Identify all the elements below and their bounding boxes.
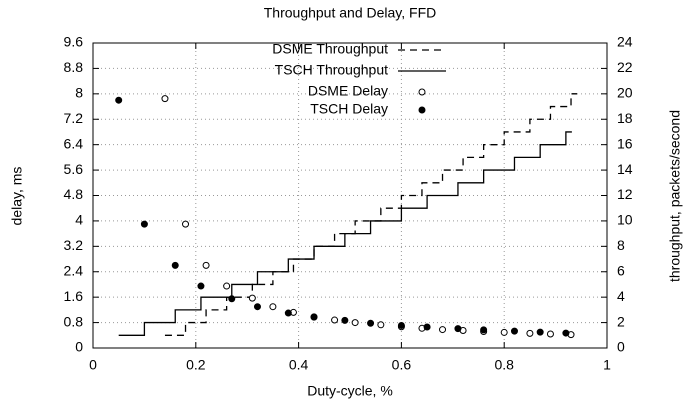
x-tick-label: 1 (603, 357, 611, 373)
y2-tick-label: 2 (617, 313, 625, 329)
legend-swatch (418, 88, 426, 96)
y-tick-label: 0 (75, 339, 83, 355)
delay-point (351, 319, 359, 327)
delay-point (439, 326, 447, 334)
legend-label: TSCH Throughput (275, 62, 388, 78)
legend-label: DSME Delay (308, 83, 388, 99)
delay-point (115, 96, 123, 104)
delay-point (377, 321, 385, 329)
delay-point (341, 316, 349, 324)
delay-point (536, 328, 544, 336)
y2-tick-label: 6 (617, 262, 625, 278)
delay-point (526, 329, 534, 337)
delay-point (269, 303, 277, 311)
x-tick-label: 0 (89, 357, 97, 373)
y-tick-label: 8 (75, 85, 83, 101)
x-tick-label: 0.4 (289, 357, 309, 373)
delay-point (397, 321, 405, 329)
y2-tick-label: 20 (617, 85, 633, 101)
y2-tick-label: 12 (617, 186, 633, 202)
delay-point (331, 316, 339, 324)
delay-point (228, 295, 236, 303)
y2-tick-label: 18 (617, 110, 633, 126)
y-axis-label: delay, ms (9, 167, 25, 226)
delay-point (546, 330, 554, 338)
y2-tick-label: 24 (617, 34, 633, 50)
y2-tick-label: 0 (617, 339, 625, 355)
delay-point (367, 319, 375, 327)
delay-point (202, 261, 210, 269)
plot-frame (92, 42, 608, 349)
y-tick-label: 4 (75, 212, 83, 228)
delay-point (310, 313, 318, 321)
y2-tick-label: 22 (617, 59, 633, 75)
throughput-line (164, 93, 578, 336)
y-tick-label: 7.2 (64, 110, 84, 126)
delay-point (223, 282, 231, 290)
y-tick-label: 4.8 (64, 186, 84, 202)
y2-tick-label: 4 (617, 288, 625, 304)
x-axis-label: Duty-cycle, % (307, 383, 393, 399)
y2-tick-label: 16 (617, 135, 633, 151)
delay-point (284, 309, 292, 317)
delay-point (454, 325, 462, 333)
delay-point (140, 220, 148, 228)
delay-point (182, 220, 190, 228)
x-tick-label: 0.2 (186, 357, 206, 373)
legend-label: TSCH Delay (310, 101, 388, 117)
legend-swatch (418, 106, 426, 114)
y2-axis-label: throughput, packets/second (667, 110, 683, 282)
y-tick-label: 6.4 (64, 135, 84, 151)
chart-title: Throughput and Delay, FFD (264, 5, 437, 21)
y2-tick-label: 14 (617, 161, 633, 177)
delay-point (500, 328, 508, 336)
delay-point (562, 329, 570, 337)
y-tick-label: 9.6 (64, 34, 84, 50)
delay-point (171, 261, 179, 269)
delay-point (423, 323, 431, 331)
x-tick-label: 0.6 (392, 357, 412, 373)
y2-tick-label: 8 (617, 237, 625, 253)
y-tick-label: 1.6 (64, 288, 84, 304)
y-tick-label: 5.6 (64, 161, 84, 177)
delay-point (253, 303, 261, 311)
x-tick-label: 0.8 (494, 357, 514, 373)
y-tick-label: 2.4 (64, 262, 84, 278)
delay-point (197, 282, 205, 290)
delay-point (480, 326, 488, 334)
legend-label: DSME Throughput (272, 41, 388, 57)
y-tick-label: 0.8 (64, 313, 84, 329)
y-tick-label: 3.2 (64, 237, 84, 253)
y-tick-label: 8.8 (64, 59, 84, 75)
delay-point (248, 294, 256, 302)
delay-point (161, 95, 169, 103)
throughput-line (118, 131, 572, 336)
y2-tick-label: 10 (617, 212, 633, 228)
delay-point (510, 327, 518, 335)
